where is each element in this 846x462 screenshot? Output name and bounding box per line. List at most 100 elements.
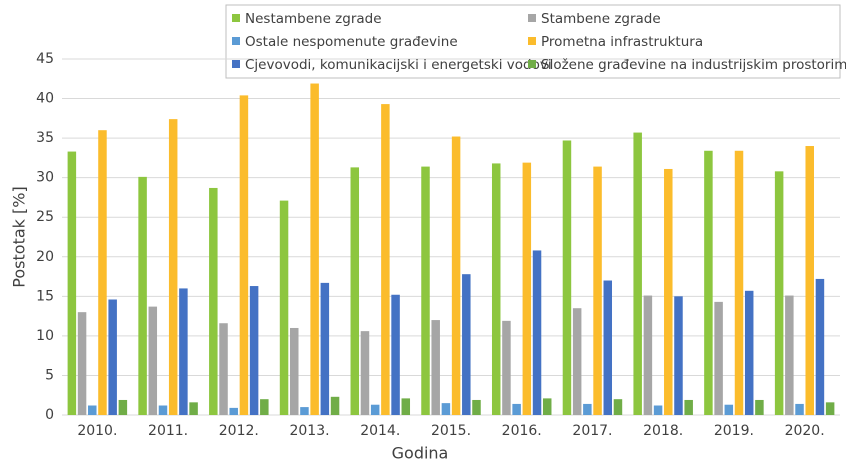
bar xyxy=(260,399,269,415)
x-tick-label: 2011. xyxy=(148,423,188,439)
bar xyxy=(279,200,289,415)
bar xyxy=(643,295,653,415)
y-axis-label: Postotak [%] xyxy=(10,186,29,287)
bar xyxy=(785,295,794,415)
bar xyxy=(67,151,77,415)
bar xyxy=(138,176,147,415)
bar xyxy=(179,288,188,415)
bar xyxy=(512,403,521,415)
bar xyxy=(653,405,663,415)
bar xyxy=(593,166,602,415)
bar xyxy=(209,187,218,415)
x-tick-label: 2019. xyxy=(714,423,754,439)
legend-label: Prometna infrastruktura xyxy=(541,34,703,50)
x-tick-label: 2013. xyxy=(289,423,329,439)
y-tick-label: 5 xyxy=(45,367,54,383)
x-tick-label: 2020. xyxy=(785,423,825,439)
bar xyxy=(158,405,168,415)
y-tick-label: 15 xyxy=(36,288,54,304)
legend-label: Složene građevine na industrijskim prost… xyxy=(541,57,846,73)
x-axis-label: Godina xyxy=(392,444,449,462)
x-tick-label: 2017. xyxy=(572,423,612,439)
y-tick-label: 30 xyxy=(36,170,54,186)
bar xyxy=(633,132,642,415)
y-tick-label: 35 xyxy=(36,130,54,146)
bar xyxy=(462,274,471,415)
bar xyxy=(108,299,117,415)
bar xyxy=(684,399,693,415)
bar xyxy=(805,146,814,415)
bar xyxy=(674,296,683,415)
y-tick-label: 10 xyxy=(36,328,54,344)
bar xyxy=(795,403,804,415)
x-tick-label: 2015. xyxy=(431,423,471,439)
y-tick-label: 20 xyxy=(36,249,54,265)
bar xyxy=(239,95,249,415)
legend-swatch xyxy=(528,60,536,68)
bar xyxy=(664,168,673,415)
bar xyxy=(350,167,360,415)
bar xyxy=(572,308,582,415)
bar xyxy=(320,282,330,415)
legend-label: Cjevovodi, komunikacijski i energetski v… xyxy=(245,57,552,73)
bar xyxy=(189,402,198,415)
bar xyxy=(98,130,107,415)
bar xyxy=(330,396,340,415)
bar xyxy=(431,320,440,415)
bar xyxy=(289,327,299,415)
bar xyxy=(229,407,238,415)
bar xyxy=(310,83,319,415)
bar xyxy=(391,294,400,415)
legend-swatch xyxy=(528,14,536,22)
bar xyxy=(441,403,451,415)
bar xyxy=(118,399,128,415)
bar xyxy=(148,306,158,415)
bar xyxy=(491,163,501,415)
bar xyxy=(472,399,481,415)
bar xyxy=(562,140,572,416)
bar xyxy=(77,312,87,415)
y-tick-label: 25 xyxy=(36,209,54,225)
legend-swatch xyxy=(232,14,240,22)
x-tick-label: 2010. xyxy=(77,423,117,439)
bar xyxy=(542,398,552,415)
x-tick-label: 2018. xyxy=(643,423,683,439)
bar xyxy=(381,104,390,416)
bar xyxy=(451,136,461,416)
bar xyxy=(755,399,764,415)
bar xyxy=(370,404,380,415)
bar xyxy=(168,119,178,415)
x-tick-label: 2014. xyxy=(360,423,400,439)
bar xyxy=(88,405,97,415)
bar xyxy=(724,404,734,415)
y-tick-label: 40 xyxy=(36,91,54,107)
legend-swatch xyxy=(232,37,240,45)
x-tick-label: 2016. xyxy=(502,423,542,439)
bar xyxy=(522,162,532,415)
bar xyxy=(815,278,825,415)
bar xyxy=(219,323,228,415)
legend-label: Ostale nespomenute građevine xyxy=(245,34,458,50)
bar xyxy=(300,407,309,415)
bar xyxy=(704,150,713,415)
legend-swatch xyxy=(232,60,240,68)
y-tick-label: 0 xyxy=(45,407,54,423)
bar xyxy=(532,250,542,415)
bar xyxy=(774,171,784,415)
bar xyxy=(502,320,511,415)
legend-label: Nestambene zgrade xyxy=(245,11,382,27)
bar xyxy=(744,290,754,415)
bar xyxy=(613,399,623,415)
bar xyxy=(825,402,835,415)
legend-swatch xyxy=(528,37,536,45)
bar xyxy=(421,166,430,415)
legend-label: Stambene zgrade xyxy=(541,11,661,27)
bar xyxy=(249,286,259,415)
y-tick-label: 45 xyxy=(36,51,54,67)
bar xyxy=(360,331,370,415)
x-tick-label: 2012. xyxy=(219,423,259,439)
bar xyxy=(583,403,592,415)
bar xyxy=(714,301,723,415)
bar xyxy=(734,150,744,415)
